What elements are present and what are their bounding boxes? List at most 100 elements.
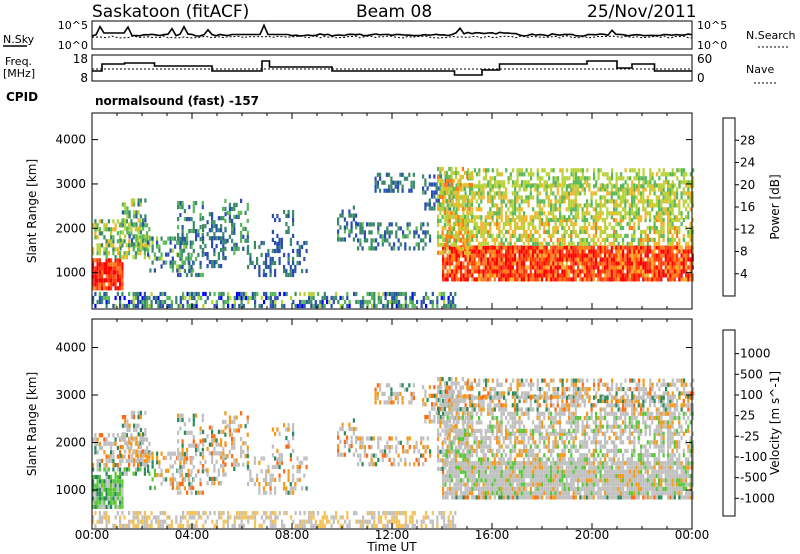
power-cell <box>471 211 474 216</box>
power-cell <box>678 199 681 204</box>
power-cell <box>244 226 247 231</box>
power-cell <box>112 239 115 244</box>
power-cell <box>680 215 683 220</box>
power-cell <box>464 191 467 196</box>
power-cell <box>116 251 119 256</box>
velocity-cell <box>181 413 184 418</box>
velocity-cell <box>98 458 101 463</box>
power-cell <box>586 207 589 212</box>
velocity-cell <box>233 415 236 420</box>
power-cell <box>568 225 571 231</box>
power-cell <box>105 239 108 244</box>
velocity-cell <box>280 460 283 465</box>
power-cell <box>493 257 496 262</box>
power-cell <box>655 195 658 200</box>
power-cell <box>563 237 566 242</box>
power-cell <box>116 266 119 271</box>
power-cell <box>426 230 429 235</box>
velocity-cell <box>429 453 432 458</box>
velocity-cell <box>177 447 180 452</box>
power-cell <box>292 260 295 266</box>
power-cell <box>651 203 654 208</box>
power-cell <box>667 195 670 200</box>
power-cell <box>435 198 438 203</box>
power-cell <box>235 246 238 251</box>
velocity-cell <box>197 447 200 452</box>
power-cell <box>439 190 442 195</box>
power-cell <box>586 176 589 181</box>
power-cell <box>511 215 514 220</box>
power-cell <box>438 291 441 297</box>
power-cell <box>678 277 681 282</box>
power-cell <box>624 233 627 238</box>
power-cell <box>577 211 580 216</box>
velocity-cell <box>341 452 344 457</box>
power-cell <box>426 186 429 191</box>
power-cell <box>511 245 514 250</box>
power-cell <box>556 257 559 262</box>
power-cell <box>669 269 672 274</box>
power-cell <box>640 229 643 235</box>
velocity-cell <box>442 469 445 474</box>
power-cell <box>586 229 589 235</box>
power-cell <box>119 258 122 263</box>
power-cell <box>276 241 279 246</box>
power-cell <box>176 264 179 269</box>
power-cell <box>590 191 593 196</box>
velocity-cell <box>471 474 474 479</box>
power-cell <box>615 172 618 177</box>
power-cell <box>459 230 462 235</box>
velocity-cell <box>484 478 487 483</box>
power-cell <box>676 176 679 181</box>
power-cell <box>640 199 643 204</box>
power-cell <box>494 176 497 181</box>
power-cell <box>482 277 485 282</box>
velocity-cell <box>363 449 366 454</box>
power-cell <box>283 252 286 258</box>
power-cell <box>588 269 591 274</box>
power-cell <box>470 186 473 191</box>
power-cell <box>192 201 195 206</box>
power-cell <box>494 184 497 189</box>
power-cell <box>376 184 379 189</box>
power-cell <box>137 291 140 297</box>
power-cell <box>588 265 591 270</box>
power-cell <box>429 234 432 239</box>
power-cell <box>94 286 97 291</box>
power-cell <box>545 277 548 282</box>
power-cell <box>484 241 487 246</box>
power-cell <box>568 207 571 212</box>
velocity-cell <box>374 391 377 396</box>
velocity-cell <box>424 419 427 424</box>
power-cell <box>448 245 451 250</box>
power-cell <box>667 180 670 185</box>
power-cell <box>96 286 99 291</box>
velocity-cell <box>435 397 438 403</box>
power-cell <box>460 187 463 192</box>
velocity-cell <box>124 423 127 428</box>
power-cell <box>450 182 453 188</box>
power-cell <box>615 176 618 181</box>
power-cell <box>496 253 499 258</box>
power-cell <box>169 236 172 241</box>
velocity-cell <box>179 452 182 457</box>
power-cell <box>527 249 530 254</box>
power-cell <box>116 286 119 291</box>
power-cell <box>554 245 557 250</box>
power-cell <box>352 237 355 242</box>
power-cell <box>626 221 629 227</box>
velocity-cell <box>451 491 454 496</box>
velocity-cell <box>478 491 481 496</box>
power-cell <box>538 207 541 212</box>
velocity-cell <box>211 459 214 464</box>
power-cell <box>660 215 663 220</box>
velocity-cell <box>375 462 378 467</box>
power-cell <box>622 273 625 278</box>
velocity-cell <box>464 495 467 500</box>
velocity-cell <box>143 471 146 476</box>
power-cell <box>527 203 530 208</box>
power-cell <box>427 295 430 301</box>
power-cell <box>615 257 618 262</box>
velocity-cell <box>424 393 427 398</box>
